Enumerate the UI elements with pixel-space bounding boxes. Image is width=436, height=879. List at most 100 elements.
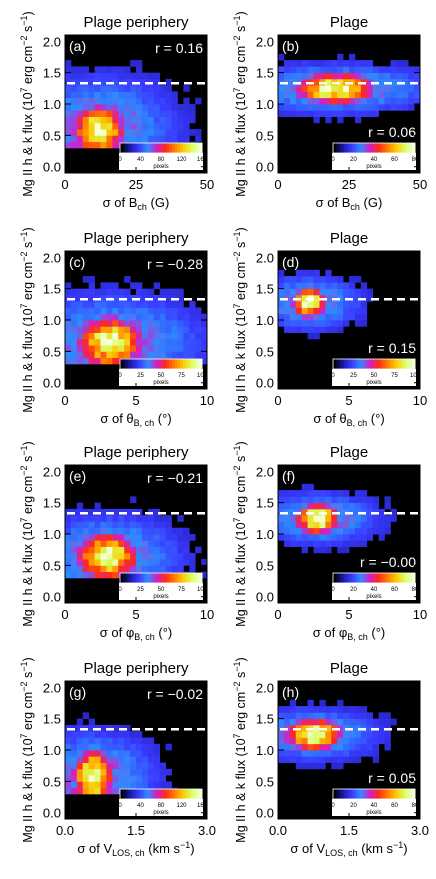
heatmap-cell (289, 724, 297, 732)
heatmap-cell (319, 546, 326, 554)
heatmap-cell (301, 282, 308, 290)
heatmap-cell (366, 91, 374, 99)
heatmap-cell (325, 301, 332, 308)
heatmap-cell (331, 85, 338, 92)
heatmap-cell (65, 515, 72, 522)
heatmap-cell (130, 104, 137, 111)
colorbar-segment (174, 789, 178, 799)
heatmap-cell (349, 282, 356, 290)
heatmap-cell (88, 737, 95, 745)
heatmap-cell (319, 712, 326, 720)
heatmap-cell (76, 775, 84, 782)
colorbar-segment (409, 359, 413, 369)
heatmap-cell (94, 565, 101, 573)
colorbar-segment (180, 359, 184, 369)
heatmap-cell (325, 116, 332, 124)
heatmap-cell (360, 110, 368, 117)
colorbar-segment (387, 359, 391, 369)
heatmap-cell (360, 502, 368, 510)
heatmap-cell (130, 326, 137, 333)
heatmap-cell (159, 781, 166, 789)
heatmap-cell (70, 66, 78, 74)
heatmap-cell (319, 313, 326, 321)
heatmap-cell (283, 756, 291, 763)
heatmap-cell (88, 326, 95, 333)
heatmap-cell (147, 97, 155, 105)
colorbar-segment (338, 789, 342, 799)
heatmap-cell (112, 787, 119, 795)
heatmap-cell (337, 515, 344, 522)
heatmap-cell (171, 326, 178, 333)
heatmap-cell (414, 72, 421, 80)
heatmap-cell (94, 301, 101, 308)
heatmap-cell (408, 97, 415, 105)
heatmap-cell (130, 282, 137, 290)
heatmap-cell (349, 731, 356, 738)
heatmap-cell (201, 345, 208, 352)
heatmap-cell (118, 552, 125, 560)
heatmap-cell (313, 332, 320, 340)
heatmap-cell (331, 97, 338, 105)
colorbar-tick-label: 0 (118, 587, 122, 593)
heatmap-cell (159, 515, 166, 522)
heatmap-cell (343, 706, 350, 713)
heatmap-cell (289, 712, 297, 720)
colorbar-segment (125, 143, 129, 153)
heatmap-cell (378, 85, 385, 92)
heatmap-cell (337, 110, 344, 117)
colorbar-segment (122, 359, 126, 369)
heatmap-cell (349, 97, 356, 105)
heatmap-cell (289, 718, 297, 726)
colorbar-segment (196, 789, 200, 799)
heatmap-cell (82, 559, 90, 566)
heatmap-cell (65, 756, 72, 763)
heatmap-cell (201, 320, 208, 327)
heatmap-cell (325, 320, 332, 327)
heatmap-cell (165, 768, 172, 776)
heatmap-cell (118, 540, 125, 547)
y-tick-label: 2.0 (256, 34, 274, 49)
heatmap-cell (100, 85, 107, 92)
heatmap-cell (130, 320, 137, 327)
heatmap-cell (313, 521, 320, 529)
colorbar-segment (374, 789, 378, 799)
heatmap-cell (307, 527, 314, 535)
heatmap-cell (100, 141, 107, 149)
heatmap-cell (325, 60, 332, 67)
y-tick-label: 1.0 (43, 97, 61, 112)
heatmap-cell (94, 326, 101, 333)
colorbar-segment (163, 359, 167, 369)
heatmap-cell (295, 527, 303, 535)
heatmap-cell (307, 72, 314, 80)
heatmap-cell (278, 521, 285, 529)
heatmap-cell (295, 521, 303, 529)
colorbar-segment (357, 143, 361, 153)
colorbar-segment (177, 573, 181, 583)
heatmap-cell (301, 320, 308, 327)
colorbar-tick-label: 20 (350, 587, 357, 593)
colorbar-segment (390, 789, 394, 799)
heatmap-cell (106, 787, 113, 795)
heatmap-cell (118, 116, 125, 124)
heatmap-cell (165, 307, 172, 315)
colorbar-segment (199, 573, 203, 583)
heatmap-cells (278, 53, 421, 124)
heatmap-cell (141, 540, 149, 547)
colorbar-segment (354, 789, 359, 799)
heatmap-cell (354, 60, 362, 67)
heatmap-cell (106, 534, 113, 541)
heatmap-cell (82, 546, 90, 554)
heatmap-cell (278, 72, 285, 80)
colorbar-unit-label: pixels (366, 594, 381, 600)
heatmap-cell (325, 72, 332, 80)
heatmap-cell (319, 320, 326, 327)
heatmap-cell (295, 301, 303, 308)
heatmap-cell (147, 565, 155, 573)
heatmap-cell (278, 313, 285, 321)
heatmap-cell (100, 97, 107, 105)
heatmap-cell (331, 756, 338, 763)
heatmap-cell (360, 104, 368, 111)
heatmap-cell (331, 527, 338, 535)
colorbar-segment (150, 573, 154, 583)
